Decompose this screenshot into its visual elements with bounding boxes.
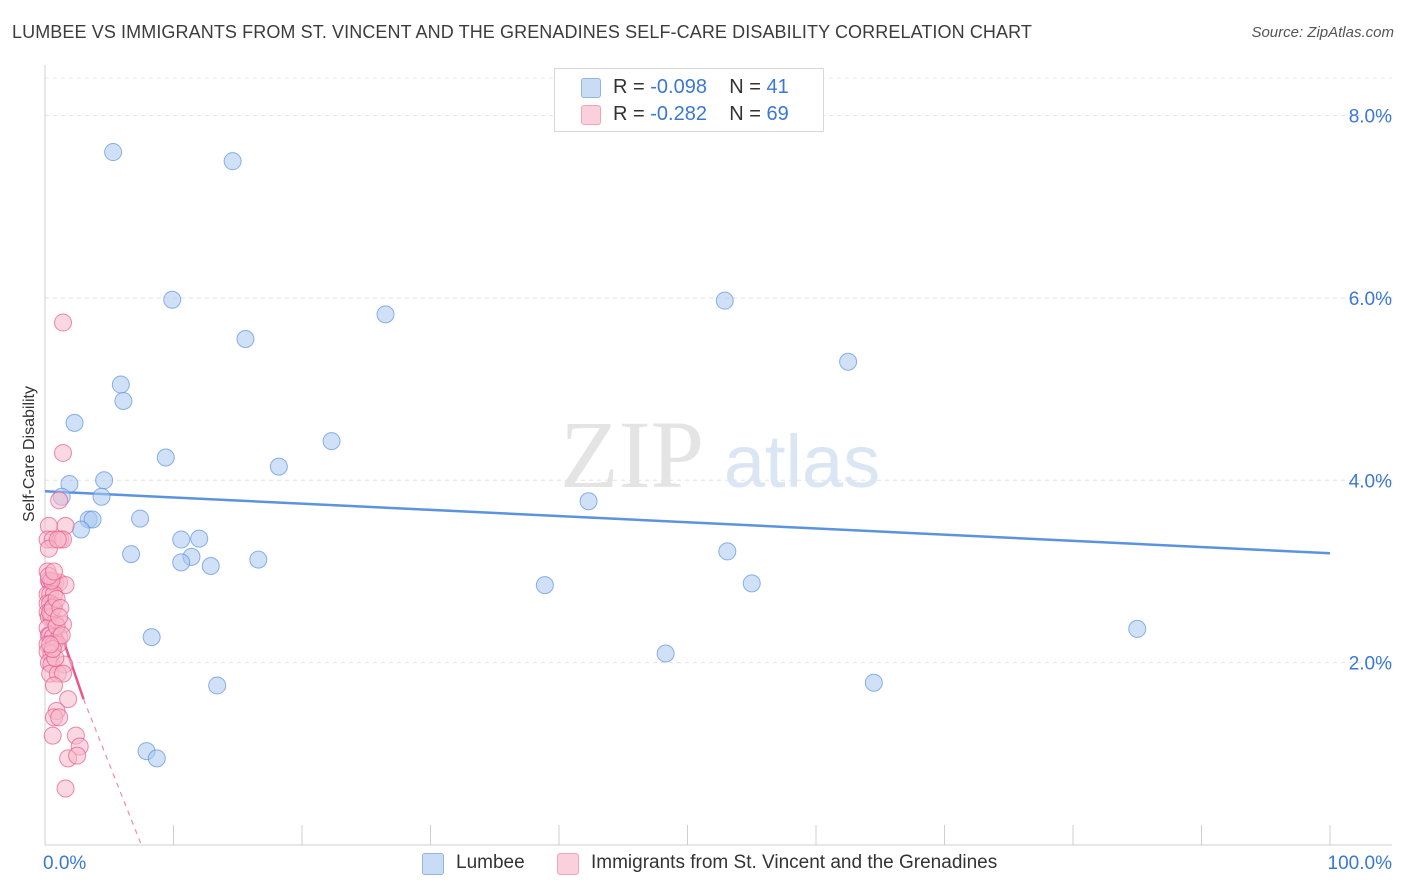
lumbee-point: [839, 352, 858, 371]
immigrants-point: [43, 726, 62, 745]
legend-r-value: -0.098: [650, 76, 707, 98]
lumbee-point: [142, 628, 161, 647]
lumbee-point: [208, 676, 227, 695]
immigrants-point: [50, 491, 69, 510]
immigrants-point: [44, 676, 63, 695]
lumbee-point: [122, 545, 141, 564]
bottom-legend-label-lumbee: Lumbee: [456, 852, 525, 873]
legend-swatch-immigrants: [581, 105, 601, 125]
lumbee-trend-line: [44, 489, 1331, 555]
lumbee-point: [864, 673, 883, 692]
legend-r-value: -0.282: [650, 103, 707, 125]
data-points: [38, 143, 1147, 798]
immigrants-point: [41, 635, 60, 654]
lumbee-point: [92, 487, 111, 506]
lumbee-point: [156, 448, 175, 467]
immigrants-point: [50, 708, 69, 727]
lumbee-point: [147, 749, 166, 768]
legend-swatch-lumbee: [581, 78, 601, 98]
source-label: Source: ZipAtlas.com: [1251, 24, 1394, 41]
lumbee-point: [718, 542, 737, 561]
lumbee-point: [172, 530, 191, 549]
correlation-legend: R = -0.098 N = 41 R = -0.282 N = 69: [554, 68, 824, 132]
lumbee-point: [111, 375, 130, 394]
y-tick-label: 8.0%: [1349, 107, 1392, 128]
y-axis-label: Self-Care Disability: [21, 385, 38, 523]
lumbee-point: [1128, 619, 1147, 638]
watermark-atlas: atlas: [724, 420, 880, 503]
immigrants-point: [59, 690, 78, 709]
lumbee-point: [201, 557, 220, 575]
immigrants-point: [53, 313, 72, 332]
lumbee-point: [322, 432, 341, 451]
y-tick-label: 2.0%: [1349, 654, 1392, 675]
legend-n-value: 41: [766, 76, 789, 98]
lumbee-point: [172, 553, 191, 572]
lumbee-point: [249, 550, 268, 569]
lumbee-point: [131, 509, 150, 528]
lumbee-point: [715, 291, 734, 310]
immigrants-point: [50, 608, 69, 627]
legend-r-label: R =: [613, 103, 645, 125]
immigrants-point: [44, 562, 63, 581]
immigrants-point: [48, 530, 67, 549]
lumbee-point: [742, 574, 761, 593]
legend-n-value: 69: [766, 103, 789, 125]
lumbee-point: [114, 391, 133, 410]
legend-n-label: N =: [729, 103, 761, 125]
legend-n-label: N =: [729, 76, 761, 98]
legend-r-label: R =: [613, 76, 645, 98]
y-tick-label: 6.0%: [1349, 289, 1392, 310]
lumbee-point: [163, 290, 182, 309]
lumbee-point: [83, 510, 102, 529]
y-tick-label: 4.0%: [1349, 471, 1392, 492]
lumbee-point: [236, 329, 255, 348]
x-tick-label: 100.0%: [1328, 853, 1393, 874]
lumbee-point: [223, 152, 242, 171]
immigrants-point: [53, 443, 72, 462]
bottom-legend-swatch-lumbee: [422, 853, 444, 875]
lumbee-point: [535, 576, 554, 595]
lumbee-point: [656, 644, 675, 663]
tick-labels: 2.0% 4.0% 6.0% 8.0% 0.0% 100.0%: [43, 107, 1392, 874]
lumbee-point: [71, 520, 90, 539]
lumbee-point: [579, 492, 598, 511]
grid-lines: [45, 77, 1392, 664]
immigrants-trend-extension: [82, 698, 142, 846]
lumbee-point: [104, 143, 123, 162]
x-tick-label: 0.0%: [43, 853, 86, 874]
lumbee-point: [190, 529, 209, 548]
trend-lines: [44, 489, 1331, 846]
chart-title: LUMBEE VS IMMIGRANTS FROM ST. VINCENT AN…: [12, 22, 1033, 42]
lumbee-point: [376, 305, 395, 324]
immigrants-point: [68, 746, 87, 765]
immigrants-point: [56, 779, 75, 798]
watermark-zip: ZIP: [560, 401, 704, 508]
axes: [44, 65, 1392, 846]
bottom-legend-label-immigrants: Immigrants from St. Vincent and the Gren…: [591, 852, 998, 873]
lumbee-point: [269, 457, 288, 476]
bottom-legend-swatch-immigrants: [557, 853, 579, 875]
lumbee-point: [65, 413, 84, 432]
lumbee-point: [95, 471, 114, 490]
